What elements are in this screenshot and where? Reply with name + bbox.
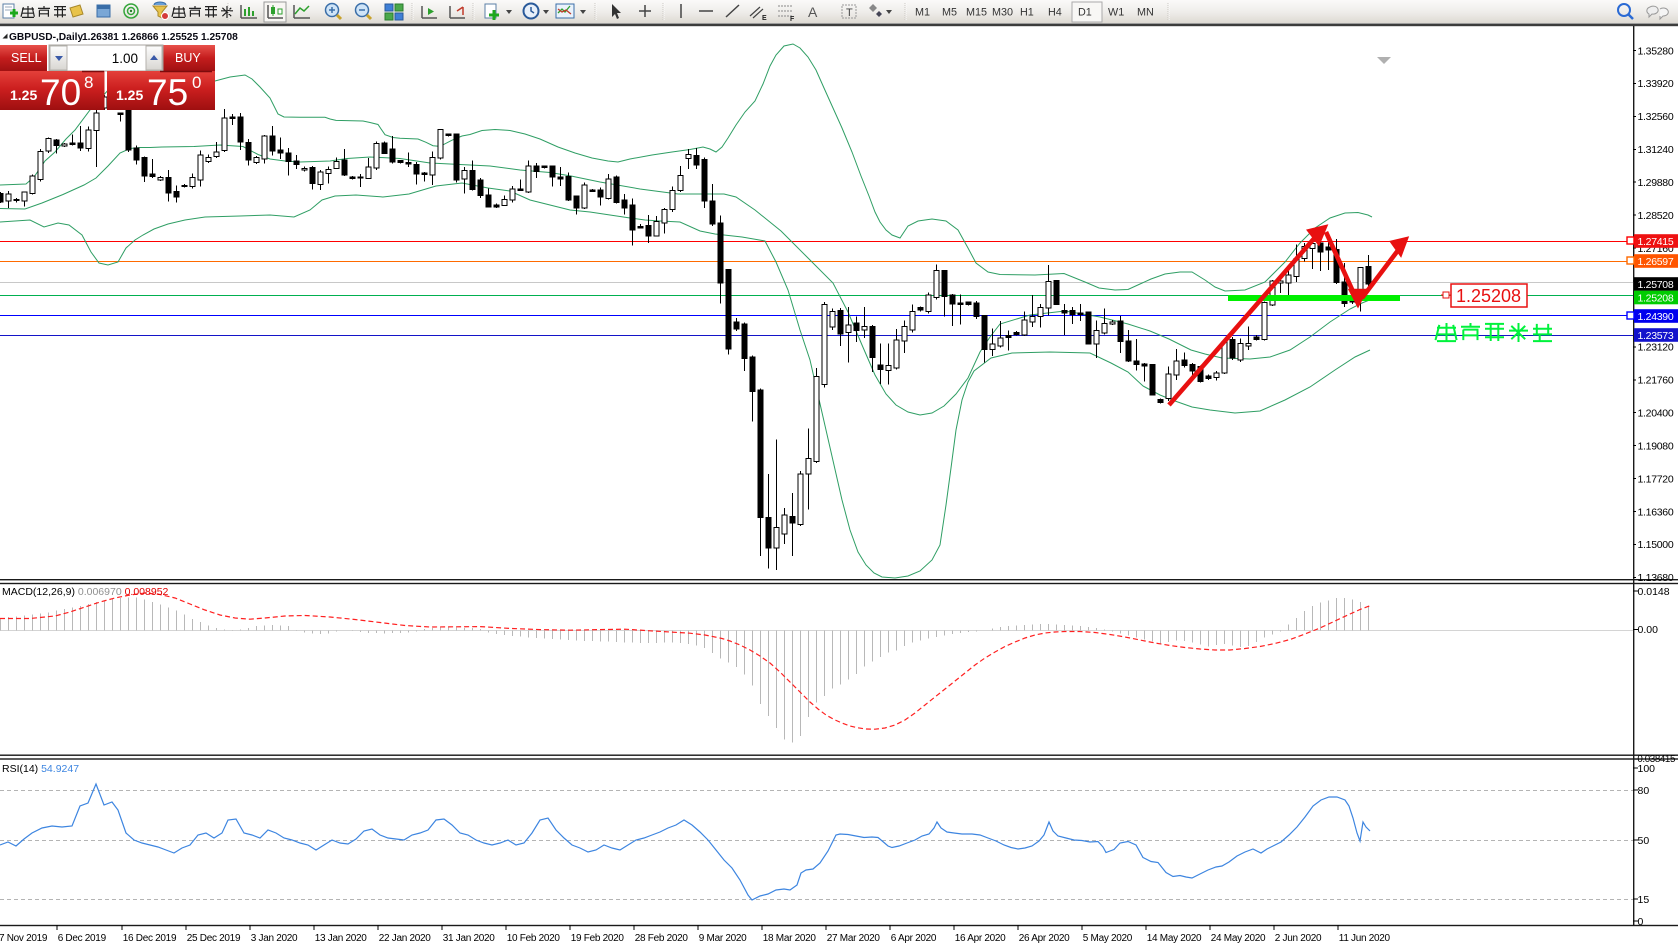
svg-text:1.24390: 1.24390 (1638, 311, 1674, 323)
svg-text:M30: M30 (992, 7, 1013, 19)
svg-text:100: 100 (1638, 763, 1656, 775)
svg-text:1.31240: 1.31240 (1638, 144, 1674, 156)
svg-text:W1: W1 (1108, 7, 1124, 19)
svg-text:0.00: 0.00 (1638, 624, 1659, 636)
svg-text:8: 8 (84, 73, 93, 92)
svg-text:10 Feb 2020: 10 Feb 2020 (507, 933, 561, 944)
svg-text:1.21760: 1.21760 (1638, 375, 1674, 387)
svg-text:1.15000: 1.15000 (1638, 539, 1674, 551)
svg-text:18 Mar 2020: 18 Mar 2020 (763, 933, 817, 944)
svg-text:1.25: 1.25 (116, 87, 143, 103)
svg-text:T: T (846, 7, 853, 19)
svg-text:M15: M15 (966, 7, 987, 19)
svg-text:70: 70 (40, 72, 81, 113)
svg-text:25 Dec 2019: 25 Dec 2019 (187, 933, 241, 944)
svg-text:24 May 2020: 24 May 2020 (1211, 933, 1266, 944)
svg-text:1.19080: 1.19080 (1638, 440, 1674, 452)
svg-text:1.28520: 1.28520 (1638, 210, 1674, 222)
svg-text:28 Feb 2020: 28 Feb 2020 (635, 933, 689, 944)
svg-text:1.32560: 1.32560 (1638, 111, 1674, 123)
svg-text:80: 80 (1638, 785, 1650, 797)
svg-text:M1: M1 (915, 7, 930, 19)
svg-text:3 Jan 2020: 3 Jan 2020 (251, 933, 298, 944)
svg-text:BUY: BUY (175, 51, 201, 65)
svg-text:1.25708: 1.25708 (1638, 279, 1674, 291)
svg-text:1.29880: 1.29880 (1638, 177, 1674, 189)
svg-text:SELL: SELL (11, 51, 42, 65)
svg-text:27 Mar 2020: 27 Mar 2020 (827, 933, 881, 944)
svg-text:M5: M5 (942, 7, 957, 19)
svg-text:19 Feb 2020: 19 Feb 2020 (571, 933, 625, 944)
svg-text:75: 75 (147, 72, 188, 113)
svg-text:RSI(14) 54.9247: RSI(14) 54.9247 (2, 763, 79, 775)
svg-text:H4: H4 (1048, 7, 1062, 19)
svg-text:16 Apr 2020: 16 Apr 2020 (955, 933, 1006, 944)
svg-text:E: E (762, 15, 767, 22)
svg-text:50: 50 (1638, 835, 1650, 847)
svg-text:27 Nov 2019: 27 Nov 2019 (0, 933, 48, 944)
svg-text:1.35280: 1.35280 (1638, 45, 1674, 57)
svg-text:MACD(12,26,9) 0.006970 0.00895: MACD(12,26,9) 0.006970 0.008952 (2, 586, 169, 598)
svg-text:13 Jan 2020: 13 Jan 2020 (315, 933, 367, 944)
svg-text:0: 0 (192, 73, 201, 92)
svg-text:1.20400: 1.20400 (1638, 408, 1674, 420)
svg-text:1.26597: 1.26597 (1638, 256, 1674, 268)
svg-text:14 May 2020: 14 May 2020 (1147, 933, 1202, 944)
svg-text:11 Jun 2020: 11 Jun 2020 (1339, 933, 1391, 944)
svg-text:1.00: 1.00 (112, 51, 138, 66)
svg-text:-0.038415: -0.038415 (1635, 754, 1676, 765)
svg-text:1.13680: 1.13680 (1638, 572, 1674, 584)
svg-text:D1: D1 (1078, 7, 1092, 19)
svg-text:26 Apr 2020: 26 Apr 2020 (1019, 933, 1070, 944)
svg-text:5 May 2020: 5 May 2020 (1083, 933, 1133, 944)
svg-text:31 Jan 2020: 31 Jan 2020 (443, 933, 495, 944)
svg-text:6 Dec 2019: 6 Dec 2019 (58, 933, 107, 944)
svg-text:6 Apr 2020: 6 Apr 2020 (891, 933, 937, 944)
svg-text:1.25208: 1.25208 (1456, 286, 1521, 306)
svg-text:MN: MN (1137, 7, 1154, 19)
svg-text:F: F (790, 16, 795, 23)
svg-text:A: A (808, 4, 818, 20)
svg-text:GBPUSD-,Daily: GBPUSD-,Daily (9, 32, 83, 43)
svg-text:1.17720: 1.17720 (1638, 473, 1674, 485)
svg-text:1.23573: 1.23573 (1638, 330, 1674, 342)
svg-text:2 Jun 2020: 2 Jun 2020 (1275, 933, 1322, 944)
svg-text:1.25: 1.25 (10, 87, 37, 103)
svg-text:0.0148: 0.0148 (1638, 586, 1670, 598)
svg-text:0: 0 (1638, 916, 1644, 928)
svg-text:22 Jan 2020: 22 Jan 2020 (379, 933, 431, 944)
svg-text:1.26381 1.26866 1.25525 1.2570: 1.26381 1.26866 1.25525 1.25708 (82, 32, 238, 43)
svg-text:1.16360: 1.16360 (1638, 506, 1674, 518)
svg-text:1.25208: 1.25208 (1638, 292, 1674, 304)
svg-text:9 Mar 2020: 9 Mar 2020 (699, 933, 747, 944)
svg-text:15: 15 (1638, 894, 1650, 906)
svg-text:1.23120: 1.23120 (1638, 342, 1674, 354)
svg-text:16 Dec 2019: 16 Dec 2019 (123, 933, 177, 944)
svg-text:H1: H1 (1020, 7, 1034, 19)
svg-text:1.33920: 1.33920 (1638, 78, 1674, 90)
svg-text:1.27415: 1.27415 (1638, 236, 1674, 248)
